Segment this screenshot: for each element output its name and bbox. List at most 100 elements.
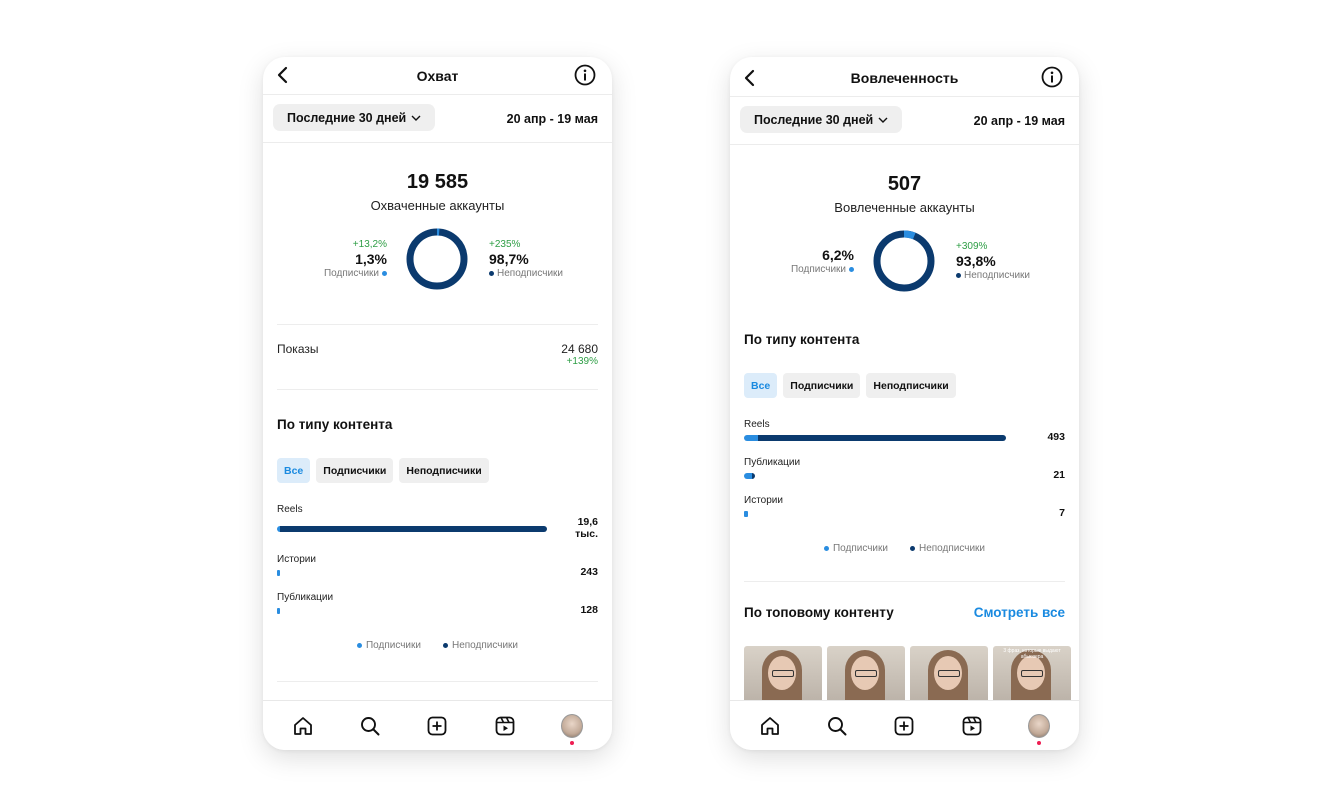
home-icon[interactable]: [292, 715, 314, 737]
content-thumbnail[interactable]: 3 фраз, которые выдают абьюзера: [993, 646, 1071, 706]
bar-reels: [744, 435, 1006, 441]
engaged-label: Вовлеченные аккаунты: [834, 200, 975, 215]
search-icon[interactable]: [359, 715, 381, 737]
divider: [277, 389, 598, 390]
bottom-nav: [263, 700, 612, 750]
content-type-title: По типу контента: [744, 332, 860, 347]
profile-avatar[interactable]: [561, 713, 584, 745]
filter-non-followers[interactable]: Неподписчики: [866, 373, 956, 398]
followers-legend: Подписчики: [791, 263, 854, 276]
bar-label-stories: Истории: [744, 495, 783, 506]
legend-followers: Подписчики: [356, 640, 421, 651]
donut-non-followers: [873, 230, 935, 292]
followers-legend-label: Подписчики: [790, 264, 846, 275]
create-icon[interactable]: [893, 715, 915, 737]
reels-icon[interactable]: [961, 715, 983, 737]
content-thumbnail[interactable]: [744, 646, 822, 706]
filter-non-followers[interactable]: Неподписчики: [399, 458, 489, 483]
bar-legend: Подписчики Неподписчики: [263, 640, 612, 651]
period-dropdown[interactable]: Последние 30 дней: [273, 104, 436, 131]
non-followers-dot: [956, 273, 961, 278]
avatar: [1028, 713, 1051, 745]
period-dropdown[interactable]: Последние 30 дней: [740, 106, 903, 133]
period-label: Последние 30 дней: [754, 112, 874, 127]
chevron-down-icon: [878, 117, 888, 123]
create-icon[interactable]: [426, 715, 448, 737]
top-content-title: По топовому контенту: [744, 605, 894, 620]
legend-dot-followers: [823, 546, 829, 551]
legend-dot-followers: [356, 643, 362, 648]
donut-non-followers: [406, 228, 468, 290]
non-followers-stat: +309% 93,8% Неподписчики: [956, 241, 1030, 282]
bar-value-stories: 243: [580, 566, 598, 578]
page-title: Вовлеченность: [850, 70, 959, 86]
followers-legend-label: Подписчики: [323, 268, 379, 279]
filter-all[interactable]: Все: [277, 458, 311, 483]
bar-value-reels: 19,6 тыс.: [575, 516, 598, 540]
filter-followers[interactable]: Подписчики: [316, 458, 394, 483]
thumbnail-caption: 3 фраз, которые выдают абьюзера: [1003, 648, 1061, 660]
engaged-total: 507: [887, 173, 922, 195]
header-divider: [263, 94, 612, 95]
bar-value-posts: 21: [1053, 469, 1065, 481]
content-filters: Все Подписчики Неподписчики: [744, 373, 956, 398]
reach-donut-chart: [406, 228, 468, 290]
followers-dot: [849, 267, 854, 272]
impressions-value: 24 680: [561, 342, 598, 356]
non-followers-delta: +235%: [489, 239, 521, 250]
profile-avatar[interactable]: [1028, 713, 1051, 745]
non-followers-legend-label: Неподписчики: [964, 270, 1031, 281]
period-divider: [730, 144, 1079, 145]
info-icon[interactable]: [574, 64, 596, 86]
bottom-nav: [730, 700, 1079, 750]
see-all-link[interactable]: Смотреть все: [973, 605, 1065, 620]
legend-non-followers: Неподписчики: [909, 543, 986, 554]
content-thumbnail[interactable]: [827, 646, 905, 706]
bar-posts: [277, 608, 547, 614]
donut-followers: [406, 228, 468, 290]
donut-followers: [873, 230, 935, 292]
date-range: 20 апр - 19 мая: [973, 114, 1065, 128]
divider: [744, 581, 1065, 582]
bar-label-posts: Публикации: [744, 457, 801, 468]
search-icon[interactable]: [826, 715, 848, 737]
followers-legend: Подписчики: [324, 267, 387, 280]
bar-label-reels: Reels: [277, 504, 303, 515]
filter-followers[interactable]: Подписчики: [783, 373, 861, 398]
engagement-donut-chart: [873, 230, 935, 292]
bar-value-reels: 493: [1047, 431, 1065, 443]
legend-followers-label: Подписчики: [832, 543, 888, 554]
legend-non-followers-label: Неподписчики: [918, 543, 986, 554]
non-followers-pct: 93,8%: [956, 253, 996, 269]
date-range: 20 апр - 19 мая: [506, 112, 598, 126]
non-followers-delta: +309%: [956, 241, 988, 252]
filter-all[interactable]: Все: [744, 373, 778, 398]
info-icon[interactable]: [1041, 66, 1063, 88]
bar-label-reels: Reels: [744, 419, 770, 430]
back-arrow-icon[interactable]: [741, 69, 759, 87]
home-icon[interactable]: [759, 715, 781, 737]
bar-value-posts: 128: [580, 604, 598, 616]
legend-dot-non-followers: [442, 643, 448, 648]
divider: [277, 681, 598, 682]
page-title: Охват: [416, 68, 459, 84]
bar-reels-non-followers: [280, 526, 547, 532]
bar-posts-followers: [744, 473, 752, 479]
followers-stat: +13,2% 1,3% Подписчики: [324, 239, 387, 280]
bar-value-reels-line2: тыс.: [575, 528, 598, 540]
bar-label-posts: Публикации: [277, 592, 334, 603]
chevron-down-icon: [411, 115, 421, 121]
content-thumbnail[interactable]: [910, 646, 988, 706]
top-content-thumbnails: 3 фраз, которые выдают абьюзера: [744, 646, 1071, 706]
back-arrow-icon[interactable]: [274, 66, 292, 84]
followers-delta: +13,2%: [352, 239, 387, 250]
content-filters: Все Подписчики Неподписчики: [277, 458, 489, 483]
period-divider: [263, 142, 612, 143]
non-followers-legend-label: Неподписчики: [497, 268, 564, 279]
notification-dot: [1037, 740, 1042, 745]
bar-posts-followers: [277, 608, 280, 614]
notification-dot: [570, 740, 575, 745]
bar-reels-followers: [744, 435, 758, 441]
legend-followers-label: Подписчики: [365, 640, 421, 651]
reels-icon[interactable]: [494, 715, 516, 737]
